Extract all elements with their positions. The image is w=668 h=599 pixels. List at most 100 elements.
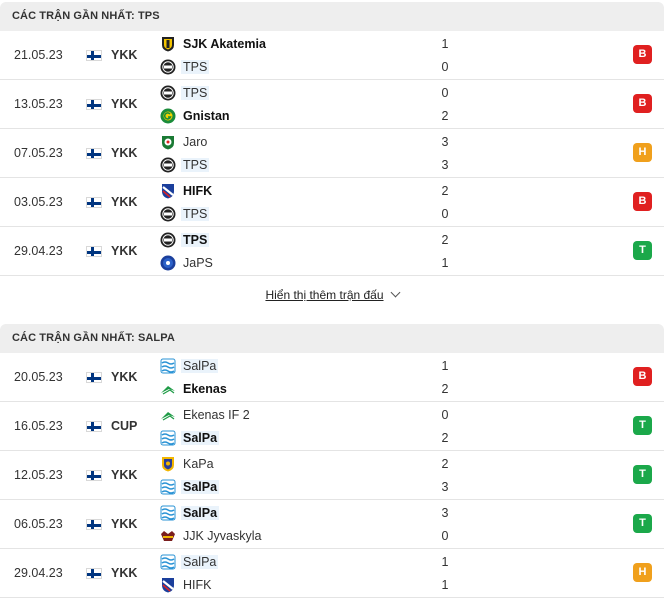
home-team-name: TPS: [181, 86, 210, 100]
away-score: 2: [441, 109, 449, 123]
league-label[interactable]: YKK: [111, 146, 138, 160]
result-badge: T: [633, 416, 652, 435]
away-score: 3: [441, 480, 449, 494]
away-score: 0: [441, 60, 449, 74]
home-score: 1: [441, 359, 449, 373]
salpa-logo-icon: [160, 430, 176, 446]
league-label[interactable]: YKK: [111, 244, 138, 258]
show-more-link[interactable]: Hiển thị thêm trận đấu: [0, 287, 664, 302]
finland-flag-icon: [86, 470, 102, 481]
finland-flag-icon: [86, 372, 102, 383]
away-team-name: JaPS: [183, 256, 213, 270]
match-row[interactable]: 03.05.23 YKK HIFK TPS 2 0 B: [0, 178, 664, 227]
away-team[interactable]: Ekenas: [160, 378, 420, 400]
away-team-name: SalPa: [181, 480, 220, 494]
japs-logo-icon: [160, 255, 176, 271]
match-date: 21.05.23: [14, 48, 63, 62]
home-team-name: SalPa: [181, 359, 219, 373]
away-team[interactable]: SalPa: [160, 427, 420, 449]
home-score: 0: [441, 408, 449, 422]
match-row[interactable]: 29.04.23 YKK TPS JaPS 2 1 T: [0, 227, 664, 276]
away-team-name: TPS: [181, 207, 210, 221]
jjk-logo-icon: [160, 528, 176, 544]
away-team[interactable]: TPS: [160, 154, 420, 176]
match-date: 16.05.23: [14, 419, 63, 433]
away-team-name: JJK Jyvaskyla: [183, 529, 262, 543]
finland-flag-icon: [86, 246, 102, 257]
match-date: 29.04.23: [14, 244, 63, 258]
away-team[interactable]: SalPa: [160, 476, 420, 498]
home-team[interactable]: SJK Akatemia: [160, 33, 420, 55]
away-team-name: Ekenas: [183, 382, 227, 396]
kapa-logo-icon: [160, 456, 176, 472]
league-label[interactable]: YKK: [111, 195, 138, 209]
tps-logo-icon: [160, 59, 176, 75]
match-date: 03.05.23: [14, 195, 63, 209]
away-team[interactable]: TPS: [160, 56, 420, 78]
home-team[interactable]: Ekenas IF 2: [160, 404, 420, 426]
away-score: 0: [441, 207, 449, 221]
result-badge: T: [633, 241, 652, 260]
home-team[interactable]: SalPa: [160, 355, 420, 377]
away-team[interactable]: JaPS: [160, 252, 420, 274]
league-label[interactable]: YKK: [111, 468, 138, 482]
section-header-salpa: CÁC TRẬN GẦN NHẤT: SALPA: [0, 324, 664, 353]
finland-flag-icon: [86, 50, 102, 61]
match-date: 13.05.23: [14, 97, 63, 111]
home-team-name: SalPa: [181, 506, 220, 520]
home-team[interactable]: Jaro: [160, 131, 420, 153]
away-score: 2: [441, 431, 449, 445]
home-team-name: Ekenas IF 2: [183, 408, 250, 422]
result-badge: B: [633, 94, 652, 113]
result-badge: B: [633, 192, 652, 211]
league-label[interactable]: YKK: [111, 566, 138, 580]
match-row[interactable]: 13.05.23 YKK TPS Gnistan 0 2 B: [0, 80, 664, 129]
home-team-name: Jaro: [183, 135, 208, 149]
match-row[interactable]: 16.05.23 CUP Ekenas IF 2 SalPa 0 2 T: [0, 402, 664, 451]
away-score: 0: [441, 529, 449, 543]
finland-flag-icon: [86, 148, 102, 159]
home-team[interactable]: TPS: [160, 229, 420, 251]
match-row[interactable]: 29.04.23 YKK SalPa HIFK 1 1 H: [0, 549, 664, 598]
home-score: 1: [441, 555, 449, 569]
league-label[interactable]: CUP: [111, 419, 138, 433]
match-row[interactable]: 20.05.23 YKK SalPa Ekenas 1 2 B: [0, 353, 664, 402]
league-label[interactable]: YKK: [111, 97, 138, 111]
away-team[interactable]: Gnistan: [160, 105, 420, 127]
match-row[interactable]: 12.05.23 YKK KaPa SalPa 2 3 T: [0, 451, 664, 500]
home-team-name: SJK Akatemia: [183, 37, 266, 51]
away-score: 2: [441, 382, 449, 396]
home-team[interactable]: TPS: [160, 82, 420, 104]
tps-logo-icon: [160, 157, 176, 173]
away-score: 1: [441, 256, 449, 270]
result-badge: H: [633, 563, 652, 582]
section-header-tps: CÁC TRẬN GẦN NHẤT: TPS: [0, 2, 664, 31]
home-team[interactable]: HIFK: [160, 180, 420, 202]
tps-logo-icon: [160, 206, 176, 222]
league-label[interactable]: YKK: [111, 48, 138, 62]
match-date: 07.05.23: [14, 146, 63, 160]
home-score: 3: [441, 135, 449, 149]
match-row[interactable]: 21.05.23 YKK SJK Akatemia TPS 1 0 B: [0, 31, 664, 80]
match-date: 20.05.23: [14, 370, 63, 384]
home-score: 2: [441, 184, 449, 198]
away-team[interactable]: HIFK: [160, 574, 420, 596]
league-label[interactable]: YKK: [111, 370, 138, 384]
away-team-name: HIFK: [183, 578, 212, 592]
finland-flag-icon: [86, 197, 102, 208]
match-row[interactable]: 06.05.23 YKK SalPa JJK Jyvaskyla 3 0 T: [0, 500, 664, 549]
away-team-name: TPS: [181, 60, 210, 74]
home-team[interactable]: KaPa: [160, 453, 420, 475]
away-team-name: SalPa: [181, 431, 220, 445]
home-team[interactable]: SalPa: [160, 551, 420, 573]
match-row[interactable]: 07.05.23 YKK Jaro TPS 3 3 H: [0, 129, 664, 178]
finland-flag-icon: [86, 519, 102, 530]
ekenas-logo-icon: [160, 407, 176, 423]
league-label[interactable]: YKK: [111, 517, 138, 531]
match-date: 12.05.23: [14, 468, 63, 482]
match-date: 29.04.23: [14, 566, 63, 580]
result-badge: B: [633, 367, 652, 386]
home-team[interactable]: SalPa: [160, 502, 420, 524]
away-team[interactable]: TPS: [160, 203, 420, 225]
away-team[interactable]: JJK Jyvaskyla: [160, 525, 420, 547]
